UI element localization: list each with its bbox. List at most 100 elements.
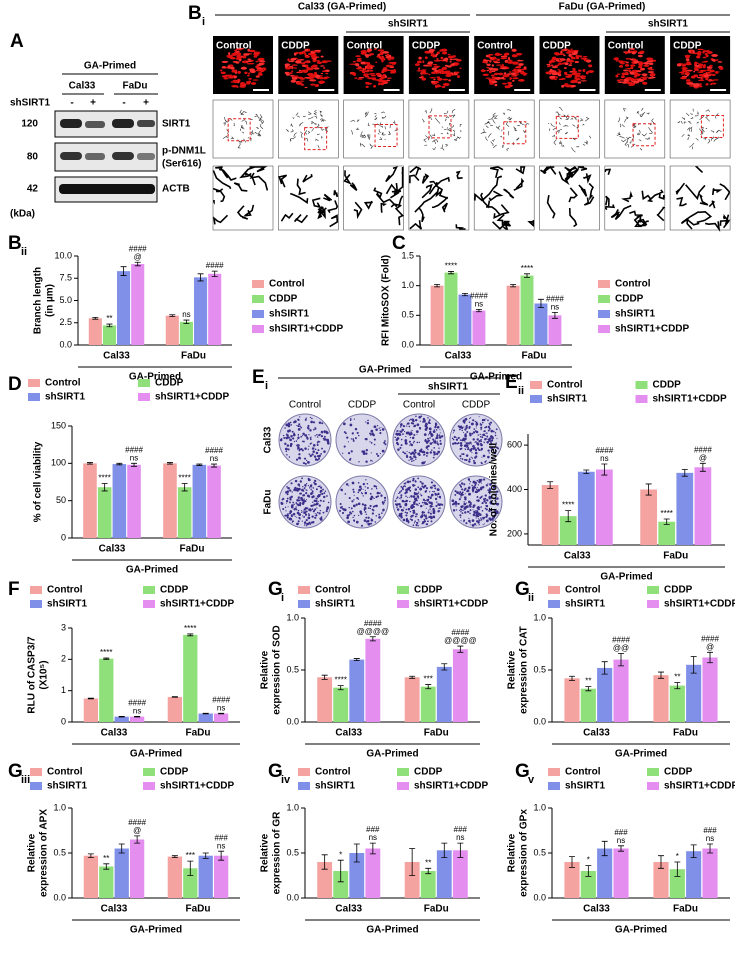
colony [460, 482, 464, 485]
colony [383, 441, 386, 444]
colony [402, 485, 405, 488]
colony [375, 504, 378, 508]
mito [380, 82, 384, 86]
colony [342, 452, 344, 454]
error-bar [674, 861, 681, 877]
error-bar [601, 661, 608, 675]
bar [165, 315, 179, 345]
colony [452, 502, 456, 505]
colony [288, 456, 291, 458]
mito [695, 66, 703, 69]
colony [366, 482, 369, 485]
mito [237, 70, 241, 74]
colony [481, 436, 484, 439]
colony [381, 501, 384, 504]
legend-swatch [598, 310, 610, 318]
colony [325, 510, 328, 513]
bar [613, 659, 629, 722]
mito [711, 73, 716, 77]
colony [396, 503, 399, 506]
mito [250, 82, 257, 85]
colony [290, 482, 293, 485]
error-bar [131, 462, 138, 467]
significance: #### [546, 294, 564, 303]
colony [433, 447, 435, 449]
mito [709, 79, 713, 81]
significance: * [339, 850, 342, 859]
mito [514, 70, 520, 74]
mito [247, 49, 250, 52]
error-bar [197, 273, 204, 282]
colony [418, 441, 420, 444]
mito [549, 75, 556, 79]
colony [461, 458, 464, 460]
colony [304, 524, 306, 526]
mito [232, 61, 238, 63]
colony [413, 501, 416, 505]
mito [433, 60, 441, 62]
error-bar [585, 865, 592, 877]
colony [367, 516, 370, 519]
mito [300, 62, 306, 65]
mito [697, 53, 702, 56]
mito [647, 71, 655, 74]
mito [255, 65, 260, 69]
colony [397, 492, 400, 495]
colony [454, 442, 457, 445]
mito [506, 59, 512, 61]
x-tick-label: Cal33 [445, 351, 472, 362]
colony [472, 438, 475, 441]
colony [403, 500, 405, 503]
colony [480, 429, 482, 431]
colony [466, 489, 470, 493]
colony [415, 430, 419, 434]
colony [313, 479, 317, 483]
mito [238, 58, 242, 62]
colony [470, 524, 472, 526]
colony [397, 432, 401, 436]
mito [364, 54, 370, 57]
significance: ns [456, 833, 464, 842]
colony [373, 438, 376, 441]
colony [365, 479, 367, 481]
colony [306, 507, 309, 510]
x-tick-label: FaDu [186, 728, 211, 739]
mito [382, 67, 388, 70]
colony [412, 442, 415, 444]
protein: ACTB [162, 184, 190, 195]
colony [289, 517, 293, 521]
significance: ns [130, 453, 138, 462]
mito [564, 73, 569, 76]
y-tick-label: 0.5 [533, 664, 546, 674]
colony [409, 500, 411, 503]
x-tick-label: Cal33 [103, 351, 130, 362]
mito [491, 74, 495, 77]
colony [478, 416, 480, 418]
colony [302, 503, 305, 506]
colony [403, 425, 406, 428]
colony [451, 437, 454, 440]
colony [469, 521, 471, 524]
colony [402, 518, 406, 522]
y-axis-label: Relative [260, 833, 271, 872]
colony [419, 487, 423, 491]
colony [296, 487, 299, 491]
colony [309, 416, 312, 419]
colony [312, 492, 314, 494]
mito [513, 54, 518, 58]
colony [421, 501, 424, 504]
significance: * [587, 856, 590, 865]
legend-swatch [30, 782, 42, 790]
colony [371, 460, 373, 462]
colony [489, 501, 493, 504]
colony [301, 498, 304, 502]
skeleton [616, 107, 655, 151]
legend-swatch [397, 768, 409, 776]
mito [694, 64, 700, 67]
skeleton [480, 109, 530, 152]
colony [299, 499, 301, 501]
error-bar [524, 273, 531, 278]
mito [719, 66, 722, 70]
dish [335, 475, 389, 529]
mito [633, 60, 640, 64]
